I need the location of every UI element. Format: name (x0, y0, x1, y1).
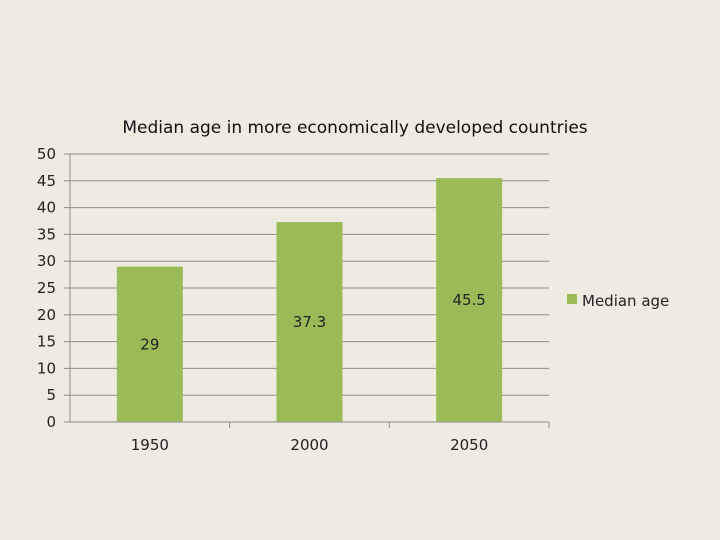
legend: Median age (567, 292, 669, 310)
data-label: 45.5 (452, 291, 485, 309)
y-tick-label: 10 (37, 359, 56, 377)
y-tick-label: 50 (37, 145, 56, 163)
y-tick-label: 25 (37, 279, 56, 297)
bar-2050 (436, 178, 503, 422)
y-tick-label: 15 (37, 333, 56, 351)
y-tick-label: 35 (37, 225, 56, 243)
legend-swatch (567, 294, 577, 304)
x-axis-ticks: 1950 2000 2050 (131, 422, 550, 454)
y-tick-label: 40 (37, 199, 56, 217)
y-tick-label: 20 (37, 306, 56, 324)
y-tick-label: 0 (46, 413, 56, 431)
x-tick-label: 2000 (290, 436, 328, 454)
bars (116, 178, 503, 422)
x-tick-label: 1950 (131, 436, 169, 454)
x-tick-label: 2050 (450, 436, 488, 454)
bar-2000 (276, 222, 343, 422)
y-tick-label: 45 (37, 172, 56, 190)
data-label: 37.3 (293, 313, 326, 331)
data-label: 29 (140, 335, 159, 353)
legend-label: Median age (582, 292, 669, 310)
chart-title: Median age in more economically develope… (122, 118, 587, 138)
data-labels: 29 37.3 45.5 (140, 291, 486, 353)
bar-1950 (116, 266, 183, 422)
y-tick-label: 30 (37, 252, 56, 270)
y-tick-label: 5 (46, 386, 56, 404)
y-axis-ticks: 0 5 10 15 20 25 30 35 40 45 50 (37, 145, 70, 431)
